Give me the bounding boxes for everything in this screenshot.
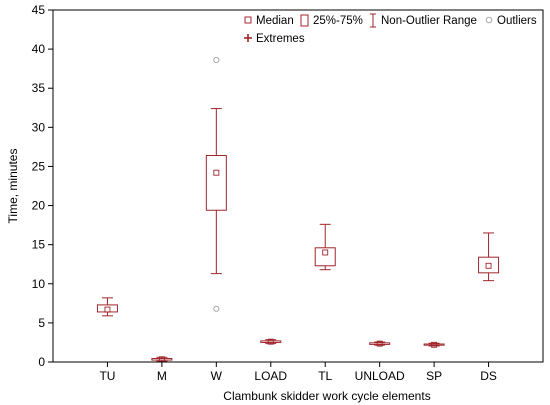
legend-median-symbol xyxy=(244,16,252,24)
y-tick-label: 40 xyxy=(32,42,46,56)
legend-outlier-symbol xyxy=(485,16,493,24)
x-tick-label: SP xyxy=(426,369,442,383)
iqr-box xyxy=(369,342,391,345)
median-marker xyxy=(376,340,383,347)
x-axis: TU M W LOAD TL UNLOAD SP DS xyxy=(99,362,497,383)
iqr-box xyxy=(478,256,500,274)
median-marker xyxy=(485,262,492,269)
iqr-box xyxy=(423,343,445,346)
box-tl xyxy=(314,223,336,271)
y-tick-label: 5 xyxy=(38,316,45,330)
median-marker xyxy=(213,169,220,176)
legend: Median 25%-75% Non-Outlier Range Outlier… xyxy=(244,13,537,45)
y-tick-label: 15 xyxy=(32,238,46,252)
x-tick-label: W xyxy=(211,369,223,383)
x-axis-title: Clambunk skidder work cycle elements xyxy=(223,389,430,403)
box-unload xyxy=(369,340,391,347)
y-tick-label: 0 xyxy=(38,355,45,369)
median-marker xyxy=(104,306,111,313)
x-tick-label: UNLOAD xyxy=(355,369,405,383)
legend-outliers-label: Outliers xyxy=(497,15,537,27)
x-tick-label: TL xyxy=(318,369,332,383)
y-tick-label: 10 xyxy=(32,277,46,291)
legend-extreme-symbol xyxy=(244,34,252,42)
box-w xyxy=(205,56,227,312)
iqr-box xyxy=(96,304,118,313)
median-marker xyxy=(431,341,438,348)
plot-frame xyxy=(52,9,544,363)
y-axis-title: Time, minutes xyxy=(6,149,20,224)
iqr-box xyxy=(205,154,227,211)
legend-iqr-label: 25%-75% xyxy=(313,15,363,27)
legend-range-symbol xyxy=(370,13,376,28)
iqr-box xyxy=(314,247,336,267)
median-marker xyxy=(322,249,329,256)
x-tick-label: DS xyxy=(480,369,497,383)
y-tick-label: 45 xyxy=(32,3,46,17)
box-sp xyxy=(423,341,445,348)
median-marker xyxy=(267,338,274,345)
box-ds xyxy=(478,232,500,282)
box-tu xyxy=(96,297,118,317)
y-tick-label: 35 xyxy=(32,81,46,95)
legend-iqr-symbol xyxy=(300,14,309,27)
legend-range-label: Non-Outlier Range xyxy=(381,15,477,27)
outlier-point xyxy=(213,305,220,312)
y-axis: 0 5 10 15 20 25 30 35 40 45 xyxy=(32,3,53,369)
y-tick-label: 20 xyxy=(32,199,46,213)
y-tick-label: 30 xyxy=(32,120,46,134)
plot-area xyxy=(96,56,500,363)
iqr-box xyxy=(260,340,282,343)
iqr-box xyxy=(151,357,173,361)
x-tick-label: M xyxy=(157,369,167,383)
legend-median-label: Median xyxy=(256,15,294,27)
y-tick-label: 25 xyxy=(32,159,46,173)
outlier-point xyxy=(213,56,220,64)
x-tick-label: LOAD xyxy=(254,369,287,383)
box-load xyxy=(260,338,282,345)
legend-extremes-label: Extremes xyxy=(256,33,305,45)
x-tick-label: TU xyxy=(99,369,115,383)
